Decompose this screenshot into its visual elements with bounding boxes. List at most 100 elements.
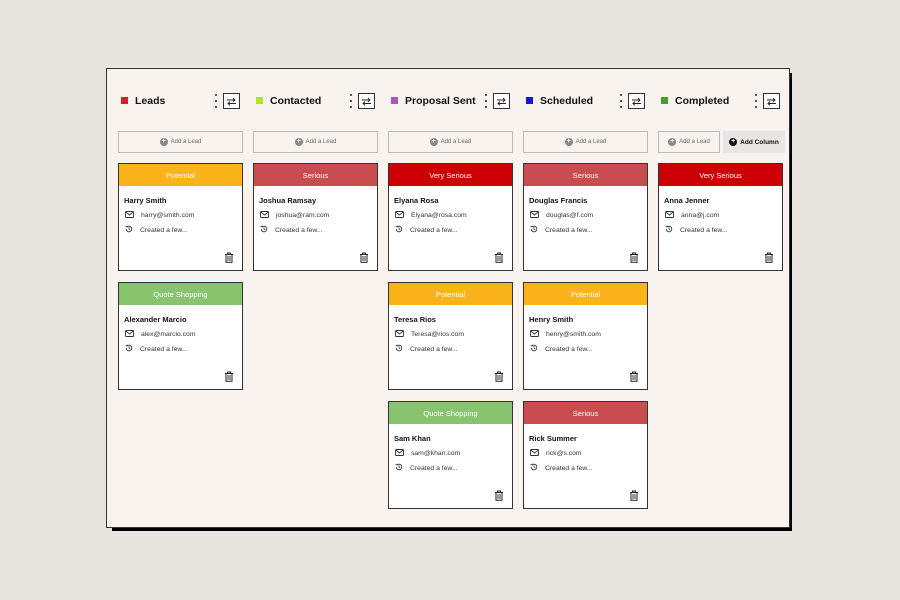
history-icon [530,344,545,354]
lead-created-row: Created a few... [530,225,593,235]
kebab-menu-icon[interactable] [214,94,218,108]
column-title: Leads [135,95,166,107]
history-icon [395,225,410,235]
column-color-dot [661,97,668,104]
swap-arrows-icon[interactable] [223,93,240,109]
lead-created: Created a few... [140,226,188,234]
lead-email-row: Teresa@rios.com [395,330,464,339]
lead-created-row: Created a few... [125,225,188,235]
email-icon [260,211,276,220]
history-icon [125,344,140,354]
lead-card[interactable]: Quote Shopping Sam Khan sam@khan.com Create… [388,401,513,509]
trash-icon[interactable] [629,250,639,263]
kebab-menu-icon[interactable] [619,94,623,108]
lead-email-row: anna@j.com [665,211,719,220]
lead-name: Joshua Ramsay [259,196,317,205]
plus-circle-icon: + [429,138,438,146]
lead-card[interactable]: Potential Henry Smith henry@smith.com Creat… [523,282,648,390]
lead-name: Sam Khan [394,434,431,443]
kebab-menu-icon[interactable] [349,94,353,108]
kanban-board: Leads + Add a Lead Potential Harry Smith harr… [106,68,790,528]
lead-email-row: rick@s.com [530,449,582,458]
add-lead-label: Add a Lead [305,139,337,145]
column-completed: Completed + Add a Lead + Add Column Very Seri… [658,69,785,527]
add-lead-button[interactable]: + Add a Lead [118,131,243,153]
lead-name: Douglas Francis [529,196,588,205]
lead-email: Elyana@rosa.com [411,212,467,219]
trash-icon[interactable] [494,369,504,382]
history-icon [395,463,410,473]
trash-icon[interactable] [494,488,504,501]
lead-card[interactable]: Very Serious Elyana Rosa Elyana@rosa.com Cr… [388,163,513,271]
add-lead-button[interactable]: + Add a Lead [253,131,378,153]
email-icon [530,449,546,458]
swap-arrows-icon[interactable] [358,93,375,109]
column-header: Completed [658,93,783,111]
lead-status-tag: Potential [119,164,242,186]
email-icon [530,330,546,339]
lead-created-row: Created a few... [530,463,593,473]
add-lead-button[interactable]: + Add a Lead [388,131,513,153]
lead-name: Anna Jenner [664,196,710,205]
history-icon [125,225,140,235]
history-icon [260,225,275,235]
lead-email: Teresa@rios.com [411,331,464,338]
add-lead-label: Add a Lead [679,139,710,145]
lead-card[interactable]: Serious Douglas Francis douglas@f.com Creat… [523,163,648,271]
lead-card[interactable]: Potential Harry Smith harry@smith.com Creat… [118,163,243,271]
trash-icon[interactable] [764,250,774,263]
lead-name: Rick Summer [529,434,577,443]
trash-icon[interactable] [224,250,234,263]
lead-created-row: Created a few... [125,344,188,354]
lead-created: Created a few... [680,226,728,234]
column-title: Completed [675,95,730,107]
column-color-dot [526,97,533,104]
column-color-dot [256,97,263,104]
column-proposal-sent: Proposal Sent + Add a Lead Very Serious Elya… [388,69,513,527]
email-icon [125,330,141,339]
lead-created: Created a few... [410,464,458,472]
column-title: Contacted [270,95,322,107]
lead-created-row: Created a few... [260,225,323,235]
lead-created: Created a few... [545,345,593,353]
lead-email: anna@j.com [681,212,720,219]
swap-arrows-icon[interactable] [763,93,780,109]
email-icon [395,330,411,339]
column-color-dot [121,97,128,104]
add-lead-button[interactable]: + Add a Lead [658,131,720,153]
lead-name: Teresa Rios [394,315,436,324]
trash-icon[interactable] [494,250,504,263]
lead-card[interactable]: Very Serious Anna Jenner anna@j.com Created… [658,163,783,271]
lead-created: Created a few... [545,464,593,472]
column-contacted: Contacted + Add a Lead Serious Joshua Ramsay… [253,69,378,527]
lead-card[interactable]: Potential Teresa Rios Teresa@rios.com Creat… [388,282,513,390]
add-column-button[interactable]: + Add Column [723,131,785,153]
lead-card[interactable]: Quote Shopping Alexander Marcio alex@marci… [118,282,243,390]
lead-email-row: sam@khan.com [395,449,460,458]
trash-icon[interactable] [224,369,234,382]
trash-icon[interactable] [629,369,639,382]
plus-circle-icon: + [668,138,677,146]
kebab-menu-icon[interactable] [754,94,758,108]
lead-created-row: Created a few... [395,225,458,235]
lead-status-tag: Serious [524,164,647,186]
lead-created: Created a few... [410,345,458,353]
lead-email-row: joshua@ram.com [260,211,329,220]
lead-status-tag: Potential [524,283,647,305]
swap-arrows-icon[interactable] [493,93,510,109]
lead-card[interactable]: Serious Rick Summer rick@s.com Created a fe… [523,401,648,509]
lead-created-row: Created a few... [665,225,728,235]
trash-icon[interactable] [629,488,639,501]
trash-icon[interactable] [359,250,369,263]
history-icon [530,225,545,235]
column-header: Scheduled [523,93,648,111]
lead-card[interactable]: Serious Joshua Ramsay joshua@ram.com Create… [253,163,378,271]
history-icon [395,344,410,354]
lead-email-row: henry@smith.com [530,330,601,339]
add-lead-button[interactable]: + Add a Lead [523,131,648,153]
swap-arrows-icon[interactable] [628,93,645,109]
lead-status-tag: Serious [524,402,647,424]
lead-name: Harry Smith [124,196,167,205]
lead-status-tag: Very Serious [389,164,512,186]
kebab-menu-icon[interactable] [484,94,488,108]
